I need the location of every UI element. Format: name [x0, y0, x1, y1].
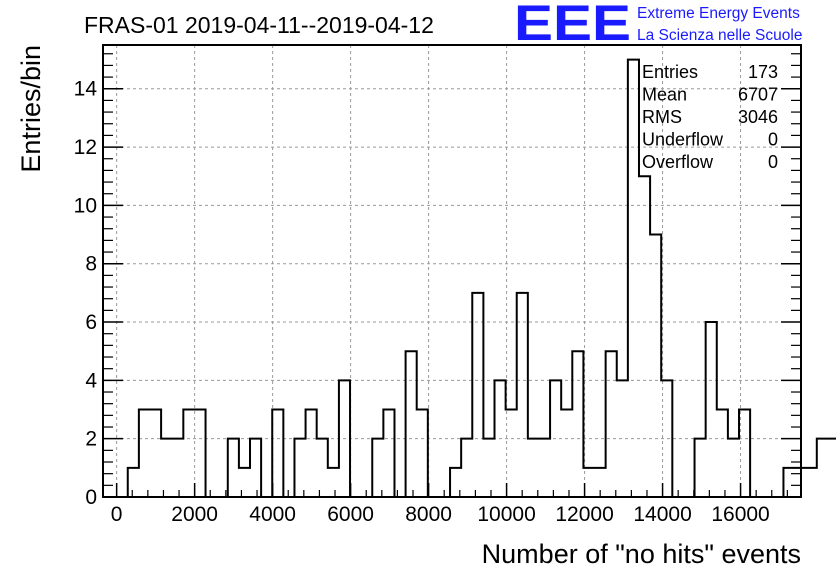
stats-value: 6707 — [738, 85, 778, 105]
stats-value: 3046 — [738, 107, 778, 127]
y-tick-label: 12 — [74, 136, 97, 159]
stats-value: 173 — [748, 62, 778, 82]
x-tick-label: 12000 — [555, 503, 613, 526]
y-tick-label: 6 — [85, 311, 97, 334]
eee-logo-text: EEE — [514, 0, 631, 51]
y-tick-label: 2 — [85, 428, 97, 451]
eee-logo: EEE Extreme Energy Events La Scienza nel… — [514, 0, 802, 51]
x-tick-label: 8000 — [405, 503, 452, 526]
stats-value: 0 — [768, 130, 778, 150]
x-tick-label: 2000 — [171, 503, 218, 526]
grid — [103, 45, 801, 497]
y-tick-label: 14 — [74, 78, 98, 101]
chart-title: FRAS-01 2019-04-11--2019-04-12 — [84, 12, 434, 38]
stats-label: Entries — [642, 62, 698, 82]
x-axis-label: Number of "no hits" events — [482, 539, 801, 569]
stats-label: Overflow — [642, 152, 714, 172]
x-tick-label: 4000 — [249, 503, 296, 526]
tick-labels: 0 2000 4000 6000 8000 10000 12000 14000 16000 0 2 4… — [74, 78, 770, 526]
histogram-line — [116, 58, 836, 498]
x-tick-label: 10000 — [477, 503, 535, 526]
x-tick-label: 6000 — [327, 503, 374, 526]
x-tick-label: 0 — [111, 503, 123, 526]
x-tick-label: 14000 — [633, 503, 691, 526]
axis-ticks — [103, 53, 801, 498]
y-axis-label: Entries/bin — [16, 45, 46, 173]
y-tick-label: 4 — [85, 369, 97, 392]
stats-value: 0 — [768, 152, 778, 172]
stats-label: Mean — [642, 85, 687, 105]
stats-label: Underflow — [642, 130, 724, 150]
y-tick-label: 10 — [74, 194, 97, 217]
stats-box: Entries 173 Mean 6707 RMS 3046 Underflow 0 Overf… — [642, 62, 778, 172]
x-tick-label: 16000 — [711, 503, 769, 526]
plot-frame — [102, 44, 802, 498]
stats-label: RMS — [642, 107, 682, 127]
y-tick-label: 8 — [85, 253, 97, 276]
eee-logo-line1: Extreme Energy Events — [637, 5, 800, 22]
eee-logo-line2: La Scienza nelle Scuole — [637, 27, 802, 44]
y-tick-label: 0 — [85, 486, 97, 509]
